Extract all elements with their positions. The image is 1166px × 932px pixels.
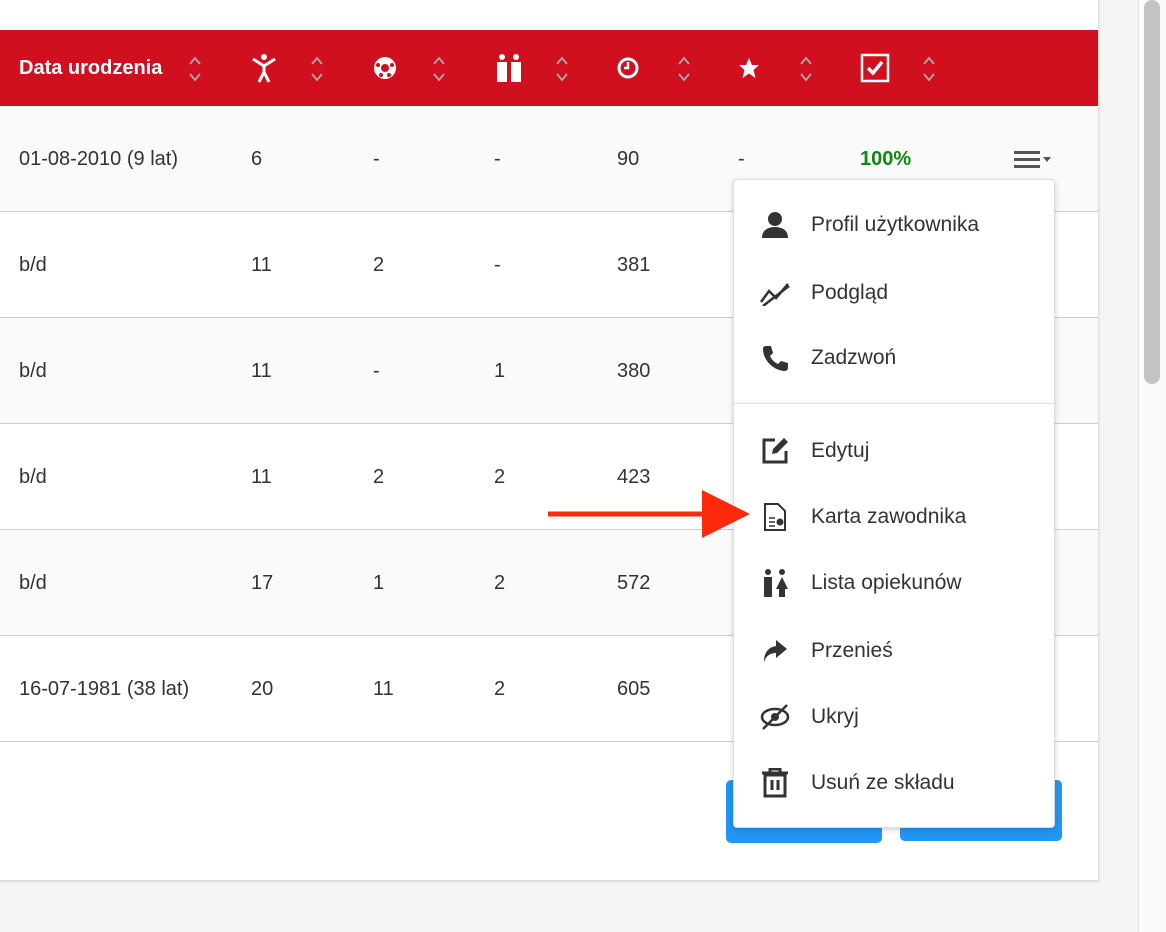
row-actions-menu: Profil użytkownika Podgląd Zadzwoń Edytu…	[733, 179, 1055, 828]
table-cell: 605	[617, 677, 651, 700]
table-cell: b/d	[19, 359, 47, 382]
table-cell: b/d	[19, 253, 47, 276]
table-cell: 90	[617, 147, 640, 170]
table-cell: 2	[373, 465, 385, 488]
table-cell: 16-07-1981 (38 lat)	[19, 677, 190, 700]
eye-slash-icon	[760, 702, 790, 732]
table-cell: 2	[494, 571, 506, 594]
table-cell: 380	[617, 359, 651, 382]
table-header: Data urodzenia	[0, 30, 1098, 106]
table-cell: 2	[494, 677, 506, 700]
edit-icon	[760, 436, 790, 466]
table-cell: 11	[251, 359, 272, 382]
sort-icon[interactable]	[555, 54, 569, 84]
table-cell: 2	[373, 253, 385, 276]
table-cell: -	[738, 147, 745, 170]
sort-icon[interactable]	[432, 54, 446, 84]
soccer-ball-icon[interactable]	[373, 30, 397, 106]
table-cell: 01-08-2010 (9 lat)	[19, 147, 178, 170]
table-cell: 11	[251, 253, 272, 276]
scrollbar[interactable]	[1138, 0, 1166, 932]
menu-item-call[interactable]: Zadzwoń	[734, 333, 1054, 383]
table-cell: 100%	[860, 147, 912, 170]
table-cell: 423	[617, 465, 651, 488]
table-cell: 1	[373, 571, 385, 594]
table-cell: -	[494, 147, 501, 170]
table-cell: -	[494, 253, 501, 276]
table-cell: b/d	[19, 465, 47, 488]
sort-icon[interactable]	[922, 54, 936, 84]
menu-item-remove[interactable]: Usuń ze składu	[734, 758, 1054, 808]
sort-icon[interactable]	[799, 54, 813, 84]
share-arrow-icon	[760, 636, 790, 666]
user-icon	[760, 210, 790, 240]
menu-item-edit[interactable]: Edytuj	[734, 426, 1054, 476]
clock-icon[interactable]	[617, 30, 639, 106]
guardians-icon	[760, 568, 790, 598]
table-cell: 17	[251, 571, 274, 594]
checkbox-icon[interactable]	[860, 30, 890, 106]
red-arrow-annotation-icon	[548, 490, 750, 538]
sort-icon[interactable]	[310, 54, 324, 84]
menu-item-hide[interactable]: Ukryj	[734, 692, 1054, 742]
table-cell: 572	[617, 571, 651, 594]
table-cell: 20	[251, 677, 274, 700]
table-cell: 381	[617, 253, 651, 276]
sort-icon[interactable]	[188, 54, 202, 84]
guardians-icon[interactable]	[494, 30, 524, 106]
menu-item-profile[interactable]: Profil użytkownika	[734, 200, 1054, 250]
table-row: b/d 11 2 2 423	[0, 424, 1098, 530]
table-cell: 1	[494, 359, 506, 382]
menu-item-preview[interactable]: Podgląd	[734, 268, 1054, 318]
table-cell: 2	[494, 465, 506, 488]
menu-divider	[734, 403, 1054, 404]
phone-icon	[760, 343, 790, 373]
table-cell: b/d	[19, 571, 47, 594]
menu-item-move[interactable]: Przenieś	[734, 626, 1054, 676]
header-birth-date[interactable]: Data urodzenia	[19, 56, 163, 79]
table-cell: -	[373, 359, 380, 382]
row-menu-toggle-icon[interactable]	[1014, 150, 1056, 170]
table-cell: 6	[251, 147, 263, 170]
table-cell: -	[373, 147, 380, 170]
file-chart-icon	[760, 502, 790, 532]
menu-item-guardians[interactable]: Lista opiekunów	[734, 558, 1054, 608]
table-cell: 11	[251, 465, 272, 488]
trash-icon	[760, 768, 790, 798]
sort-icon[interactable]	[677, 54, 691, 84]
person-icon[interactable]	[251, 30, 277, 106]
chart-line-icon	[760, 278, 790, 308]
menu-item-player-card[interactable]: Karta zawodnika	[734, 492, 1054, 542]
table-cell: 11	[373, 677, 394, 700]
table-row: 16-07-1981 (38 lat) 20 11 2 605	[0, 636, 1098, 742]
star-icon[interactable]	[738, 30, 760, 106]
scrollbar-thumb[interactable]	[1144, 0, 1160, 384]
table-row: b/d 11 2 - 381	[0, 212, 1098, 318]
